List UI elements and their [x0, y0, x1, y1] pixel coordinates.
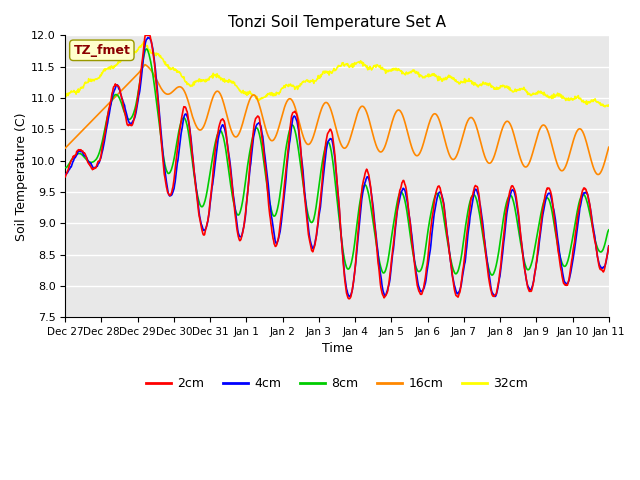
8cm: [301, 196, 309, 202]
8cm: [282, 148, 289, 154]
8cm: [486, 268, 493, 274]
16cm: [61, 145, 69, 151]
16cm: [605, 144, 612, 150]
16cm: [141, 62, 149, 68]
4cm: [496, 273, 504, 279]
Line: 16cm: 16cm: [65, 65, 609, 175]
Legend: 2cm, 4cm, 8cm, 16cm, 32cm: 2cm, 4cm, 8cm, 16cm, 32cm: [141, 372, 533, 396]
Text: TZ_fmet: TZ_fmet: [74, 44, 131, 57]
4cm: [605, 243, 612, 249]
8cm: [488, 272, 495, 278]
32cm: [117, 59, 125, 64]
2cm: [605, 243, 612, 249]
4cm: [486, 278, 494, 284]
32cm: [605, 102, 612, 108]
4cm: [117, 91, 125, 97]
2cm: [486, 283, 494, 289]
2cm: [61, 174, 69, 180]
4cm: [282, 180, 289, 186]
4cm: [436, 189, 444, 195]
2cm: [117, 91, 125, 97]
8cm: [61, 165, 69, 170]
32cm: [61, 94, 69, 99]
Line: 32cm: 32cm: [65, 42, 609, 107]
32cm: [301, 79, 309, 85]
X-axis label: Time: Time: [322, 342, 353, 356]
2cm: [301, 200, 309, 205]
8cm: [435, 192, 443, 198]
32cm: [282, 83, 289, 88]
4cm: [301, 194, 309, 200]
Line: 8cm: 8cm: [65, 49, 609, 275]
16cm: [301, 139, 309, 144]
4cm: [346, 294, 354, 300]
32cm: [495, 85, 503, 91]
2cm: [496, 269, 504, 275]
2cm: [436, 184, 444, 190]
32cm: [486, 80, 493, 86]
16cm: [486, 160, 493, 166]
16cm: [435, 117, 443, 122]
2cm: [141, 33, 149, 38]
16cm: [117, 88, 125, 94]
Title: Tonzi Soil Temperature Set A: Tonzi Soil Temperature Set A: [228, 15, 446, 30]
32cm: [435, 77, 443, 83]
2cm: [346, 296, 353, 301]
8cm: [605, 227, 612, 233]
4cm: [144, 35, 152, 40]
Line: 2cm: 2cm: [65, 36, 609, 299]
Line: 4cm: 4cm: [65, 37, 609, 297]
Y-axis label: Soil Temperature (C): Soil Temperature (C): [15, 112, 28, 240]
32cm: [140, 39, 147, 45]
32cm: [601, 104, 609, 110]
16cm: [495, 135, 503, 141]
8cm: [143, 46, 150, 52]
8cm: [496, 240, 504, 246]
2cm: [282, 172, 289, 178]
8cm: [117, 98, 125, 104]
4cm: [61, 172, 69, 178]
16cm: [594, 172, 602, 178]
16cm: [282, 101, 289, 107]
